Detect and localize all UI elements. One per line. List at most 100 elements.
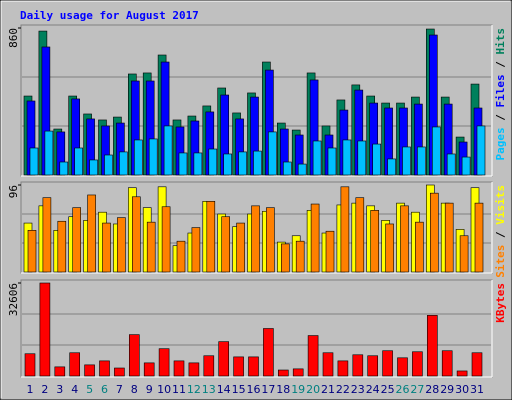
bar (104, 154, 113, 176)
legend-entry: KBytes (494, 283, 507, 323)
bar (325, 230, 335, 273)
bar (268, 131, 277, 176)
bar (277, 369, 289, 377)
bar (342, 139, 352, 176)
bar (74, 147, 83, 176)
y-tick-label: 32606 (7, 283, 20, 316)
bar (87, 194, 96, 273)
x-tick-label: 29 (440, 383, 454, 396)
bar (218, 341, 229, 377)
bar (223, 153, 232, 176)
x-tick-label: 3 (56, 383, 63, 396)
bar (310, 203, 320, 273)
bar (441, 350, 453, 377)
x-tick-label: 15 (232, 383, 246, 396)
bar (84, 364, 95, 377)
x-tick-label: 19 (291, 383, 305, 396)
bar (193, 152, 203, 176)
bar (99, 360, 110, 377)
bar (397, 357, 408, 377)
bar (292, 368, 304, 377)
x-tick-label: 24 (366, 383, 380, 396)
bar (426, 315, 438, 377)
bar (282, 161, 292, 176)
bar (129, 334, 140, 377)
x-tick-label: 5 (86, 383, 93, 396)
x-tick-label: 27 (410, 383, 424, 396)
bar (206, 201, 216, 273)
x-tick-label: 10 (157, 383, 171, 396)
bar (173, 360, 185, 377)
bar (280, 243, 290, 273)
x-tick-label: 2 (41, 383, 48, 396)
bar (72, 207, 81, 273)
bar (203, 355, 215, 377)
bar (102, 222, 111, 273)
x-tick-label: 21 (321, 383, 335, 396)
legend-separator: / (494, 55, 507, 75)
bar (253, 150, 262, 176)
x-tick-label: 31 (470, 383, 484, 396)
bar (27, 230, 37, 273)
bar (178, 152, 188, 176)
bar (382, 350, 393, 377)
bar (161, 206, 171, 273)
bar (191, 227, 201, 273)
x-tick-label: 11 (172, 383, 186, 396)
bar (456, 370, 468, 377)
bar (352, 354, 364, 377)
bar (337, 360, 349, 377)
bar (89, 159, 98, 176)
bar (143, 362, 155, 377)
legend-entry: Pages (494, 127, 507, 160)
x-tick-label: 30 (455, 383, 469, 396)
y-tick-label: 96 (7, 185, 20, 198)
bar (461, 156, 471, 176)
legend: KBytes (494, 283, 507, 323)
bar (248, 356, 259, 377)
bar (431, 126, 441, 176)
x-tick-label: 7 (116, 383, 123, 396)
bar (163, 125, 173, 176)
bar (54, 366, 66, 377)
bar (327, 147, 337, 176)
bar (444, 202, 454, 273)
bar (176, 240, 186, 273)
x-tick-label: 26 (396, 383, 410, 396)
y-tick-label: 860 (7, 28, 20, 48)
bar (42, 197, 52, 273)
bar (132, 196, 141, 273)
bar (412, 351, 423, 377)
bar (69, 352, 80, 377)
bar (238, 151, 247, 176)
bar (459, 235, 469, 273)
bar (415, 221, 424, 273)
bar (146, 221, 156, 273)
x-tick-label: 12 (187, 383, 201, 396)
bar (471, 352, 483, 377)
bar (385, 223, 394, 273)
x-tick-label: 16 (247, 383, 261, 396)
bar (236, 222, 245, 273)
x-tick-label: 18 (276, 383, 290, 396)
bar (476, 125, 486, 176)
legend-entry: Hits (494, 28, 507, 55)
bar (24, 353, 36, 377)
bar (233, 356, 244, 377)
bar (208, 148, 218, 176)
bar (307, 335, 319, 377)
bar (322, 352, 334, 377)
bar (134, 139, 143, 176)
bar (357, 140, 367, 176)
bar (429, 192, 439, 273)
x-tick-label: 8 (131, 383, 138, 396)
bar (446, 153, 456, 176)
bar (295, 240, 305, 273)
legend-entry: Files (494, 74, 507, 107)
bar (400, 205, 409, 273)
bar (57, 220, 67, 273)
legend: Pages / Files / Hits (494, 28, 507, 161)
x-tick-label: 13 (202, 383, 216, 396)
bar (119, 151, 128, 176)
